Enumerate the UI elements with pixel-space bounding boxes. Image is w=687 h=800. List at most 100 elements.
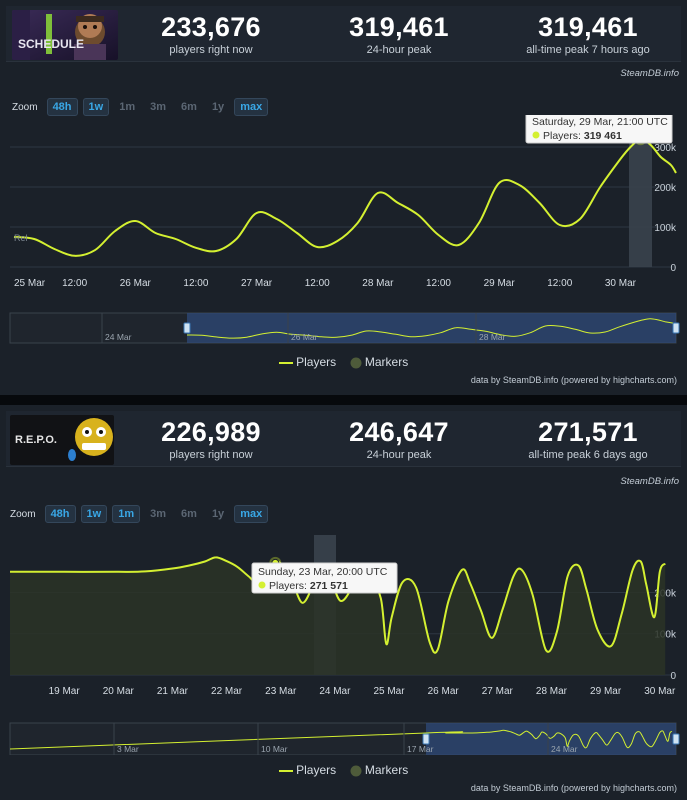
- players-area-fill: [10, 557, 666, 675]
- zoom-1m-button[interactable]: 1m: [119, 101, 136, 113]
- current-players-label: players right now: [169, 449, 253, 461]
- navigator-selection[interactable]: [187, 313, 676, 343]
- stats-bar: R.E.P.O. 226,989 players right now 246,6…: [6, 411, 681, 467]
- x-tick-label: 27 Mar: [482, 686, 514, 697]
- navigator-handle[interactable]: [672, 733, 680, 745]
- navigator-handle[interactable]: [183, 322, 191, 334]
- players-line-swatch: [278, 361, 293, 364]
- stat-24h-peak: 319,461 24-hour peak: [314, 12, 484, 56]
- chart-credit[interactable]: data by SteamDB.info (powered by highcha…: [470, 783, 677, 793]
- players-series-line[interactable]: [10, 556, 667, 654]
- stat-24h-peak: 246,647 24-hour peak: [314, 417, 484, 461]
- x-tick-label: 12:00: [305, 278, 330, 289]
- x-tick-label: 28 Mar: [536, 686, 568, 697]
- x-tick-label: 26 Mar: [120, 278, 152, 289]
- zoom-48h-button[interactable]: 48h: [46, 98, 78, 116]
- player-count-chart[interactable]: 0 100k 200k 300k Rel 25 Mar 12:00 26 Mar 12:00 27…: [0, 115, 687, 345]
- zoom-1w-button[interactable]: 1w: [82, 98, 110, 116]
- stat-alltime-peak: 271,571 all-time peak 6 days ago: [503, 417, 673, 461]
- navigator-date-label: 24 Mar: [551, 744, 578, 754]
- repo-logo-image: R.E.P.O.: [10, 415, 114, 465]
- x-tick-label: 29 Mar: [484, 278, 516, 289]
- zoom-1w-button[interactable]: 1w: [80, 505, 108, 523]
- player-count-chart[interactable]: 0 100k 200k 19 Mar 20 Mar 21 Mar 22 Mar 23 Mar 2…: [0, 525, 687, 755]
- peak-24h-value: 246,647: [349, 417, 449, 447]
- site-watermark: SteamDB.info: [620, 476, 679, 487]
- navigator-date-label: 28 Mar: [479, 332, 506, 342]
- chart-credit[interactable]: data by SteamDB.info (powered by highcha…: [470, 375, 677, 385]
- legend-markers-label: Markers: [364, 763, 409, 777]
- legend-markers[interactable]: Markers: [350, 355, 409, 369]
- peak-24h-label: 24-hour peak: [366, 44, 432, 56]
- stats-bar: SCHEDULE 233,676 players right now 319,4…: [6, 6, 681, 62]
- legend-markers[interactable]: Markers: [350, 763, 409, 777]
- zoom-max-button[interactable]: max: [234, 98, 269, 116]
- zoom-label: Zoom: [12, 101, 38, 113]
- markers-dot-icon: [350, 765, 362, 777]
- y-tick-label: 100k: [654, 630, 677, 641]
- x-tick-label: 23 Mar: [265, 686, 297, 697]
- x-tick-label: 21 Mar: [157, 686, 189, 697]
- game-panel-repo: R.E.P.O. 226,989 players right now 246,6…: [0, 405, 687, 800]
- legend-players[interactable]: Players: [278, 763, 340, 777]
- legend-players-label: Players: [296, 355, 337, 369]
- zoom-3m-button[interactable]: 3m: [150, 508, 167, 520]
- logo-text: SCHEDULE: [18, 37, 84, 51]
- x-tick-label: 30 Mar: [605, 278, 637, 289]
- zoom-3m-button[interactable]: 3m: [150, 101, 167, 113]
- players-series-line[interactable]: [13, 138, 677, 257]
- zoom-1y-button[interactable]: 1y: [211, 508, 225, 520]
- navigator-handle[interactable]: [422, 733, 430, 745]
- zoom-48h-button[interactable]: 48h: [44, 505, 76, 523]
- game-thumbnail[interactable]: R.E.P.O.: [10, 415, 114, 465]
- logo-text: R.E.P.O.: [15, 434, 57, 446]
- tooltip-series-dot: [532, 131, 540, 139]
- x-tick-label: 20 Mar: [103, 686, 135, 697]
- navigator-date-label: 3 Mar: [117, 744, 139, 754]
- x-tick-label: 22 Mar: [211, 686, 243, 697]
- chart-legend: Players Markers: [0, 763, 687, 777]
- y-tick-label: 300k: [654, 143, 677, 154]
- zoom-controls: Zoom 48h 1w 1m 3m 6m 1y max: [10, 504, 269, 524]
- site-watermark: SteamDB.info: [620, 68, 679, 79]
- x-tick-label: 19 Mar: [49, 686, 81, 697]
- game-thumbnail[interactable]: SCHEDULE: [12, 10, 118, 60]
- zoom-6m-button[interactable]: 6m: [181, 101, 197, 113]
- legend-players-label: Players: [296, 763, 337, 777]
- navigator-series-line: [9, 729, 673, 750]
- tooltip-box: [525, 115, 673, 144]
- alltime-peak-value: 271,571: [538, 417, 638, 447]
- y-tick-label: 200k: [654, 183, 677, 194]
- zoom-label: Zoom: [10, 508, 36, 520]
- panel-separator: [0, 395, 687, 405]
- x-tick-label: 12:00: [426, 278, 451, 289]
- x-tick-label: 25 Mar: [14, 278, 46, 289]
- tooltip-series-label: Players: 319 461: [543, 130, 622, 142]
- zoom-controls: Zoom 48h 1w 1m 3m 6m 1y max: [12, 97, 269, 117]
- players-line-swatch: [278, 769, 293, 772]
- current-players-value: 233,676: [161, 12, 261, 42]
- navigator-selection[interactable]: [426, 723, 676, 755]
- tooltip-date: Sunday, 23 Mar, 20:00 UTC: [258, 566, 388, 578]
- navigator-handle[interactable]: [672, 322, 680, 334]
- current-players-label: players right now: [169, 44, 253, 56]
- legend-markers-label: Markers: [364, 355, 409, 369]
- navigator-date-label: 24 Mar: [105, 332, 132, 342]
- hover-crosshair-band: [629, 125, 652, 267]
- peak-24h-value: 319,461: [349, 12, 449, 42]
- tooltip-date: Saturday, 29 Mar, 21:00 UTC: [532, 116, 668, 128]
- zoom-6m-button[interactable]: 6m: [181, 508, 197, 520]
- zoom-max-button[interactable]: max: [234, 505, 269, 523]
- x-tick-label: 12:00: [183, 278, 208, 289]
- y-tick-label: 200k: [654, 588, 677, 599]
- y-tick-label: 100k: [654, 223, 677, 234]
- navigator-series-line: [186, 318, 677, 339]
- tooltip-series-dot: [258, 581, 266, 589]
- alltime-peak-value: 319,461: [538, 12, 638, 42]
- legend-players[interactable]: Players: [278, 355, 340, 369]
- zoom-1m-button[interactable]: 1m: [112, 505, 141, 523]
- x-tick-label: 12:00: [62, 278, 87, 289]
- stat-current: 226,989 players right now: [126, 417, 296, 461]
- zoom-1y-button[interactable]: 1y: [211, 101, 225, 113]
- x-tick-label: 28 Mar: [362, 278, 394, 289]
